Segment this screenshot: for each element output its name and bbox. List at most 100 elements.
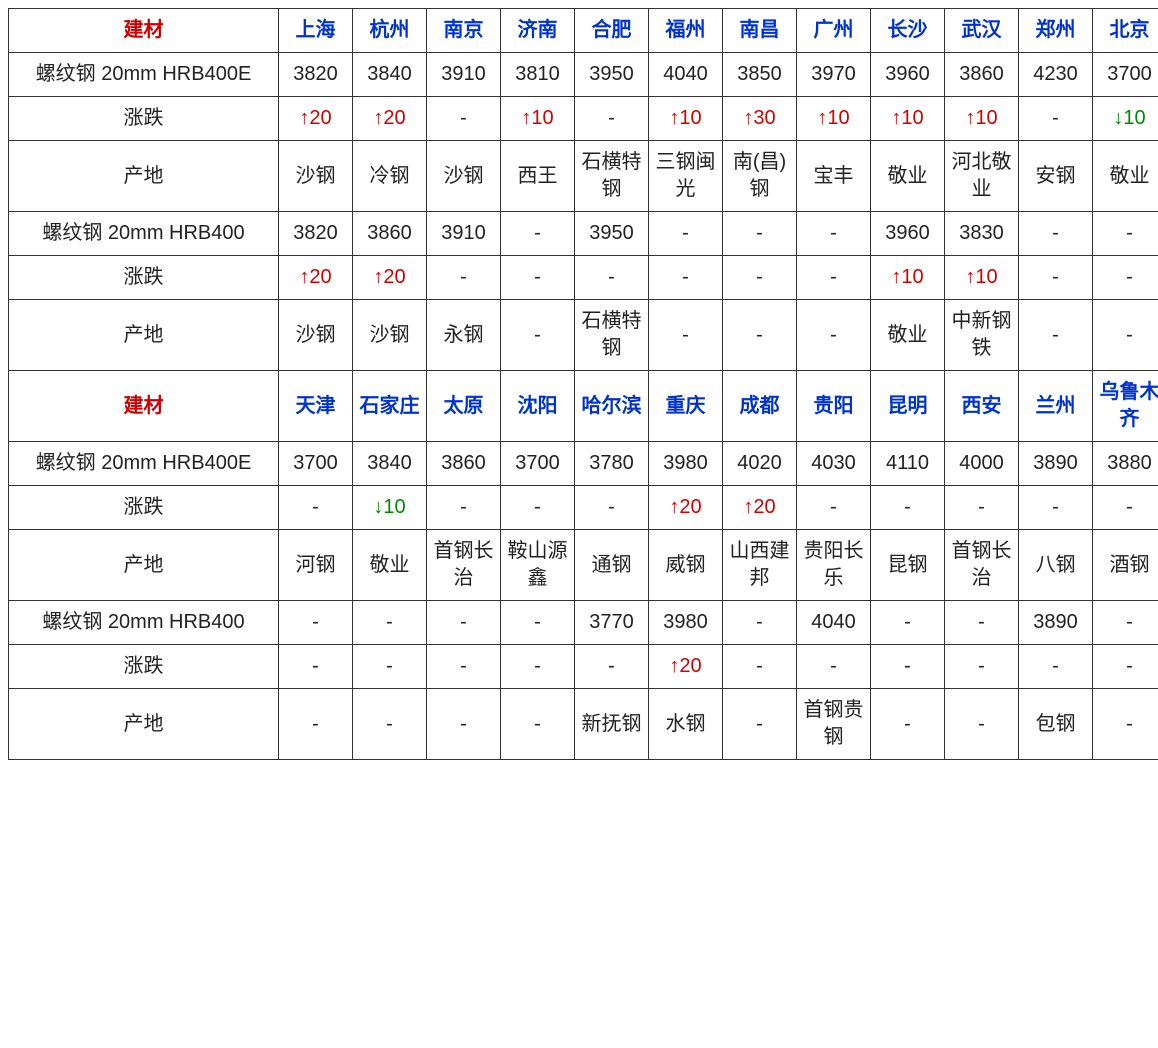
- change-cell: ↑10: [945, 97, 1019, 141]
- table-row: 螺纹钢 20mm HRB400E370038403860370037803980…: [9, 442, 1158, 486]
- change-cell: ↑20: [649, 486, 723, 530]
- change-cell: ↑10: [797, 97, 871, 141]
- change-cell: -: [501, 645, 575, 689]
- value-cell: 3880: [1093, 442, 1158, 486]
- change-cell: ↑20: [353, 97, 427, 141]
- change-cell: -: [501, 256, 575, 300]
- value-cell: 敬业: [353, 530, 427, 601]
- city-header: 长沙: [871, 9, 945, 53]
- arrow-up-icon: ↑: [891, 266, 901, 288]
- value-cell: 敬业: [1093, 141, 1158, 212]
- table-row: 涨跌-↓10---↑20↑20-----: [9, 486, 1158, 530]
- change-cell: -: [575, 486, 649, 530]
- value-cell: 4040: [649, 53, 723, 97]
- value-cell: -: [1019, 212, 1093, 256]
- arrow-up-icon: ↑: [743, 496, 753, 518]
- city-header: 武汉: [945, 9, 1019, 53]
- value-cell: -: [871, 689, 945, 760]
- value-cell: 敬业: [871, 300, 945, 371]
- header-row: 建材上海杭州南京济南合肥福州南昌广州长沙武汉郑州北京: [9, 9, 1158, 53]
- value-cell: 3970: [797, 53, 871, 97]
- change-cell: -: [279, 486, 353, 530]
- change-cell: -: [501, 486, 575, 530]
- change-cell: -: [1093, 256, 1158, 300]
- value-cell: 首钢长治: [427, 530, 501, 601]
- value-cell: 4000: [945, 442, 1019, 486]
- value-cell: -: [1093, 300, 1158, 371]
- table-row: 螺纹钢 20mm HRB400E382038403910381039504040…: [9, 53, 1158, 97]
- arrow-up-icon: ↑: [669, 107, 679, 129]
- arrow-up-icon: ↑: [891, 107, 901, 129]
- change-cell: -: [797, 256, 871, 300]
- city-header: 太原: [427, 371, 501, 442]
- table-row: 螺纹钢 20mm HRB400382038603910-3950---39603…: [9, 212, 1158, 256]
- header-row: 建材天津石家庄太原沈阳哈尔滨重庆成都贵阳昆明西安兰州乌鲁木齐: [9, 371, 1158, 442]
- arrow-up-icon: ↑: [965, 107, 975, 129]
- value-cell: 八钢: [1019, 530, 1093, 601]
- value-cell: 3700: [1093, 53, 1158, 97]
- value-cell: 3770: [575, 601, 649, 645]
- value-cell: 敬业: [871, 141, 945, 212]
- value-cell: 3850: [723, 53, 797, 97]
- value-cell: 3950: [575, 53, 649, 97]
- value-cell: -: [1093, 689, 1158, 760]
- change-cell: -: [575, 97, 649, 141]
- value-cell: 3960: [871, 53, 945, 97]
- header-label: 建材: [9, 9, 279, 53]
- value-cell: 沙钢: [353, 300, 427, 371]
- value-cell: 新抚钢: [575, 689, 649, 760]
- value-cell: 西王: [501, 141, 575, 212]
- value-cell: -: [353, 601, 427, 645]
- value-cell: -: [501, 212, 575, 256]
- arrow-up-icon: ↑: [817, 107, 827, 129]
- value-cell: 3860: [945, 53, 1019, 97]
- value-cell: -: [723, 689, 797, 760]
- change-cell: ↓10: [1093, 97, 1158, 141]
- value-cell: 石横特钢: [575, 141, 649, 212]
- value-cell: 沙钢: [279, 300, 353, 371]
- city-header: 哈尔滨: [575, 371, 649, 442]
- value-cell: 沙钢: [279, 141, 353, 212]
- row-label: 螺纹钢 20mm HRB400E: [9, 442, 279, 486]
- value-cell: 酒钢: [1093, 530, 1158, 601]
- value-cell: -: [797, 300, 871, 371]
- value-cell: -: [501, 689, 575, 760]
- value-cell: 3980: [649, 601, 723, 645]
- city-header: 南昌: [723, 9, 797, 53]
- change-cell: -: [1019, 486, 1093, 530]
- arrow-up-icon: ↑: [299, 107, 309, 129]
- change-cell: -: [945, 486, 1019, 530]
- value-cell: -: [1019, 300, 1093, 371]
- value-cell: 三钢闽光: [649, 141, 723, 212]
- arrow-down-icon: ↓: [373, 496, 383, 518]
- change-cell: -: [871, 645, 945, 689]
- change-cell: -: [723, 256, 797, 300]
- value-cell: 3840: [353, 53, 427, 97]
- row-label: 产地: [9, 141, 279, 212]
- arrow-up-icon: ↑: [669, 496, 679, 518]
- city-header: 乌鲁木齐: [1093, 371, 1158, 442]
- value-cell: -: [353, 689, 427, 760]
- city-header: 合肥: [575, 9, 649, 53]
- value-cell: 南(昌)钢: [723, 141, 797, 212]
- value-cell: 中新钢铁: [945, 300, 1019, 371]
- change-cell: -: [279, 645, 353, 689]
- value-cell: -: [723, 300, 797, 371]
- value-cell: -: [1093, 212, 1158, 256]
- change-cell: ↑20: [353, 256, 427, 300]
- value-cell: -: [501, 601, 575, 645]
- change-cell: -: [945, 645, 1019, 689]
- value-cell: 3860: [353, 212, 427, 256]
- city-header: 昆明: [871, 371, 945, 442]
- change-cell: -: [575, 645, 649, 689]
- value-cell: -: [649, 212, 723, 256]
- city-header: 杭州: [353, 9, 427, 53]
- value-cell: -: [501, 300, 575, 371]
- value-cell: -: [945, 601, 1019, 645]
- value-cell: 4040: [797, 601, 871, 645]
- change-cell: -: [871, 486, 945, 530]
- value-cell: 3890: [1019, 442, 1093, 486]
- table-row: 螺纹钢 20mm HRB400----37703980-4040--3890-: [9, 601, 1158, 645]
- row-label: 螺纹钢 20mm HRB400: [9, 212, 279, 256]
- value-cell: 4020: [723, 442, 797, 486]
